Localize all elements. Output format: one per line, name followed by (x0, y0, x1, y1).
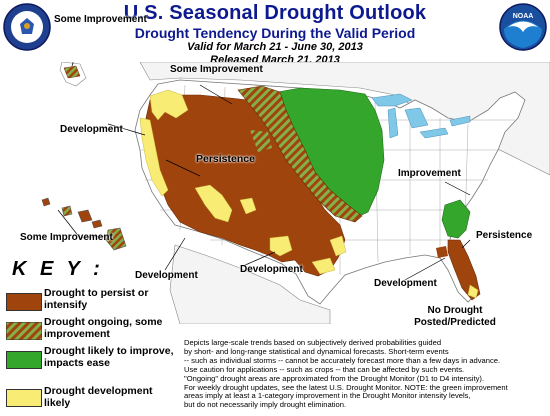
swatch-persist (6, 293, 42, 311)
drought-map (41, 62, 550, 324)
label-development-southwest: Development (135, 270, 198, 281)
no-drought-legend: No Drought Posted/Predicted (400, 305, 510, 329)
noaa-logo-icon: NOAA (499, 3, 547, 51)
valid-period: Valid for March 21 - June 30, 2013 (187, 41, 363, 53)
label-persistence-southeast: Persistence (476, 230, 533, 241)
page-title: U.S. Seasonal Drought Outlook (123, 2, 427, 24)
page-subtitle: Drought Tendency During the Valid Period (134, 25, 416, 41)
key-title: K E Y : (12, 258, 104, 280)
note-line: Depicts large-scale trends based on subj… (184, 338, 442, 347)
key-label-improve-1: Drought likely to improve, (44, 345, 174, 357)
key-label-persist-1: Drought to persist or (44, 287, 149, 299)
note-line: For weekly drought updates, see the late… (184, 382, 508, 392)
label-development-florida: Development (374, 278, 437, 289)
note-line: Use caution for applications -- such as … (184, 364, 465, 374)
key-label-some-improvement-1: Drought ongoing, some (44, 316, 163, 328)
key-label-develop-1: Drought development (44, 385, 153, 397)
disclaimer-notes: Depicts large-scale trends based on subj… (184, 338, 546, 410)
note-line: but do not necessarily imply drought eli… (184, 400, 347, 410)
note-line: by short- and long-range statistical and… (184, 346, 449, 356)
label-development-west: Development (60, 124, 123, 135)
swatch-improve (6, 351, 42, 369)
note-line: -- such as individual storms -- cannot b… (184, 355, 501, 365)
note-line: areas imply at least a 1-category improv… (184, 391, 471, 401)
noaa-logo-text: NOAA (513, 13, 534, 20)
no-drought-line1: No Drought (427, 305, 483, 316)
swatch-develop (6, 389, 42, 407)
key-label-some-improvement-2: improvement (44, 328, 110, 340)
note-line: "Ongoing" drought areas are approximated… (184, 373, 485, 383)
key-label-improve-2: impacts ease (44, 357, 110, 369)
swatch-some-improvement (6, 322, 42, 340)
key-label-develop-2: likely (44, 397, 71, 409)
label-some-improvement-alaska: Some Improvement (54, 14, 147, 25)
label-some-improvement-hawaii: Some Improvement (20, 232, 113, 243)
commerce-seal-icon (3, 3, 51, 51)
label-improvement-east: Improvement (398, 168, 461, 179)
no-drought-line2: Posted/Predicted (414, 317, 496, 328)
key-label-persist-2: intensify (44, 299, 88, 311)
label-persistence: Persistence (196, 153, 255, 165)
label-some-improvement-northwest: Some Improvement (170, 64, 263, 75)
label-development-texas: Development (240, 264, 303, 275)
